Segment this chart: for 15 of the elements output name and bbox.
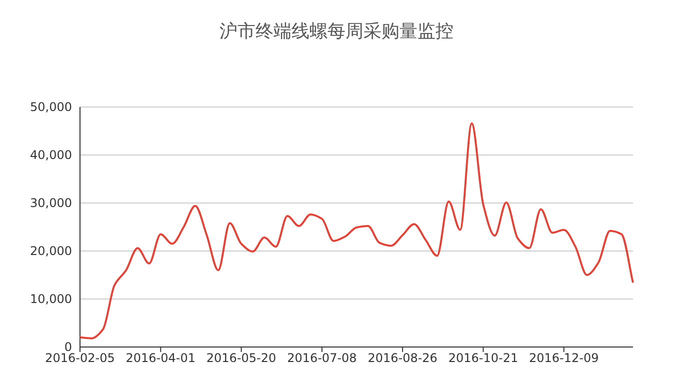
y-tick-label: 10,000 (30, 292, 72, 306)
y-tick-label: 0 (64, 340, 72, 354)
y-tick-label: 30,000 (30, 196, 72, 210)
x-tick-label: 2016-12-09 (529, 351, 599, 365)
x-tick-label: 2016-02-05 (45, 351, 115, 365)
line-series (79, 122, 634, 340)
x-tick-label: 2016-08-26 (368, 351, 438, 365)
y-tick-label: 50,000 (30, 100, 72, 114)
x-tick-label: 2016-05-20 (206, 351, 276, 365)
y-tick-label: 20,000 (30, 244, 72, 258)
x-tick-label: 2016-07-08 (287, 351, 357, 365)
chart-title: 沪市终端线螺每周采购量监控 (220, 21, 454, 42)
x-tick-label: 2016-10-21 (448, 351, 518, 365)
x-tick-label: 2016-04-01 (126, 351, 196, 365)
y-tick-label: 40,000 (30, 148, 72, 162)
